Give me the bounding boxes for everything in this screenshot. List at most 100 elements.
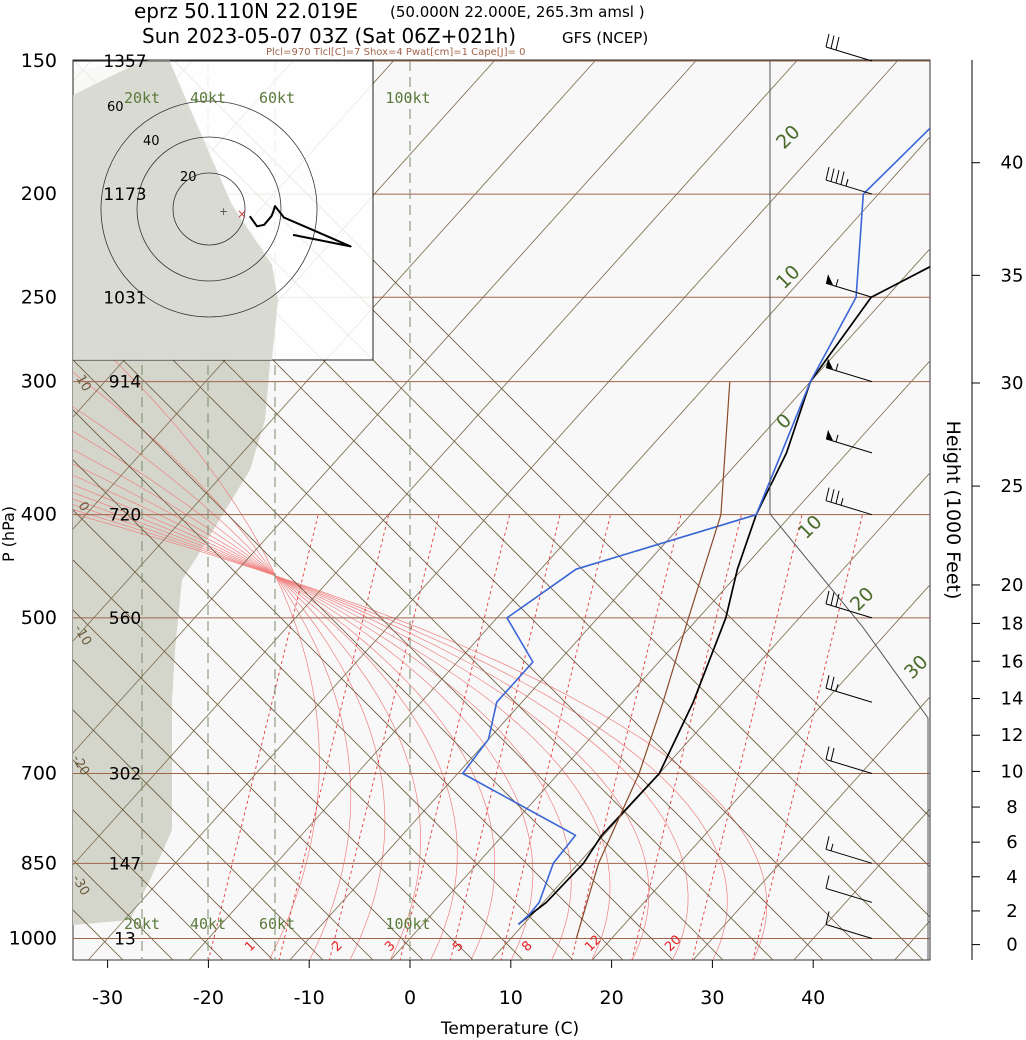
height-axis-title: Height (1000 Feet) (942, 421, 964, 600)
height-tick-label: 16 (1001, 651, 1024, 672)
temperature-tick-label: 10 (499, 987, 523, 1009)
wind-barb-feather (835, 593, 840, 608)
dry-adiabat-line (73, 359, 674, 960)
wind-barb-staff (825, 438, 873, 454)
dry-adiabat-line (73, 509, 524, 960)
moist-adiabat (73, 449, 458, 960)
wind-barb (825, 274, 873, 298)
hodograph-rings (73, 62, 318, 360)
wind-barb-feather (830, 489, 835, 503)
hodograph-inset: 20 40 60 + × (72, 60, 374, 361)
moist-adiabat (73, 475, 534, 960)
x-axis-title: Temperature (C) (440, 1019, 579, 1039)
wind-barb-staff (825, 759, 873, 775)
standard-height-label: 914 (109, 373, 141, 393)
height-tick-label: 0 (1006, 935, 1017, 956)
hodograph-ring (100, 100, 318, 318)
dry-adiabat-label: 10 (73, 373, 94, 395)
hodograph-center-mark: + (219, 205, 228, 218)
mixing-ratio-line (399, 514, 511, 960)
wind-barb-staff (825, 687, 873, 703)
pressure-tick-label: 250 (21, 286, 57, 308)
wind-barb (825, 487, 873, 516)
isotherm-line (188, 136, 930, 960)
mixing-ratio-line (208, 514, 319, 960)
wind-barb-flag (826, 274, 833, 285)
hodograph-ring-label: 20 (180, 170, 197, 185)
isotherm-line (490, 472, 930, 960)
moist-adiabat (73, 321, 320, 960)
height-tick-label: 40 (1001, 153, 1024, 174)
pressure-tick-label: 150 (21, 50, 57, 72)
wind-barb-feather (825, 675, 830, 689)
wind-speed-label: 100kt (385, 89, 430, 107)
dewpoint-profile (461, 127, 930, 925)
hodograph-ring-label: 40 (143, 134, 160, 149)
wind-barb-feather (835, 36, 840, 51)
pressure-tick-label: 850 (21, 852, 57, 874)
wind-speed-label: 100kt (385, 915, 430, 933)
dry-adiabat-line (73, 659, 374, 960)
wind-speed-label: 20kt (124, 89, 160, 107)
wind-barb-staff (825, 500, 873, 516)
hodograph-ring-label: 60 (107, 100, 124, 115)
wind-barb (825, 911, 873, 939)
valid-time: Sun 2023-05-07 03Z (Sat 06Z+021h) (142, 24, 516, 48)
height-tick-label: 20 (1001, 575, 1024, 596)
isotherm-line (692, 696, 930, 960)
isotherm-line (73, 60, 596, 642)
standard-height-label: 147 (109, 854, 141, 874)
wind-barb-staff (825, 603, 873, 619)
hodograph-storm-motion-mark: × (237, 207, 247, 221)
isotherm-line (87, 60, 898, 960)
height-tick-label: 25 (1001, 476, 1024, 497)
standard-height-label: 13 (114, 930, 136, 950)
height-tick-label: 6 (1006, 832, 1017, 853)
isotherm-line (73, 60, 697, 754)
wind-barb-half-feather (835, 684, 839, 692)
height-tick-label: 18 (1001, 613, 1024, 634)
height-tick-label: 10 (1001, 761, 1024, 782)
dry-adiabat-line (73, 759, 274, 960)
mixing-ratio-line (570, 514, 682, 960)
dry-adiabat-line (73, 209, 824, 960)
wind-barb-feather (830, 676, 835, 690)
wind-barb-staff (825, 887, 873, 903)
wind-barb-feather (825, 836, 830, 850)
height-tick-label: 35 (1001, 265, 1024, 286)
wind-barb-half-feather (835, 434, 839, 443)
wind-barb-feather (825, 746, 830, 760)
station-title: eprz 50.110N 22.019E (134, 0, 358, 23)
dry-adiabat-line (73, 459, 574, 960)
standard-height-label: 302 (109, 765, 141, 785)
wind-speed-label: 60kt (259, 915, 295, 933)
temperature-tick-label: 30 (700, 987, 724, 1009)
temperature-tick-label: -20 (193, 987, 224, 1009)
mixing-ratio-line (500, 514, 611, 960)
dry-adiabat-line (73, 559, 474, 960)
moist-adiabat (73, 509, 728, 960)
wind-barb-feather (830, 35, 835, 49)
mixing-ratio-line (631, 514, 742, 960)
standard-height-label: 1031 (103, 288, 146, 308)
height-tick-label: 4 (1006, 867, 1017, 888)
wind-barb-half-feather (830, 843, 834, 851)
mixing-ratio-line (278, 514, 390, 960)
wind-barb-flag (826, 358, 833, 370)
wind-barb-feather (825, 875, 830, 889)
wind-barb (825, 746, 873, 775)
wind-barb-feather (840, 171, 845, 185)
moist-adiabat (73, 463, 496, 960)
wind-barb-half-feather (845, 178, 849, 187)
wind-barb-staff (825, 46, 873, 62)
hodograph-shade (73, 62, 278, 360)
pressure-tick-label: 200 (21, 183, 57, 205)
wind-barb-staff (825, 282, 873, 298)
moist-adiabat (73, 372, 352, 960)
hodograph-ring (172, 172, 246, 246)
isotherm-line (390, 360, 930, 960)
wind-speed-label: 60kt (259, 89, 295, 107)
wind-barb-staff (825, 924, 873, 939)
wind-speed-label: 40kt (190, 89, 226, 107)
